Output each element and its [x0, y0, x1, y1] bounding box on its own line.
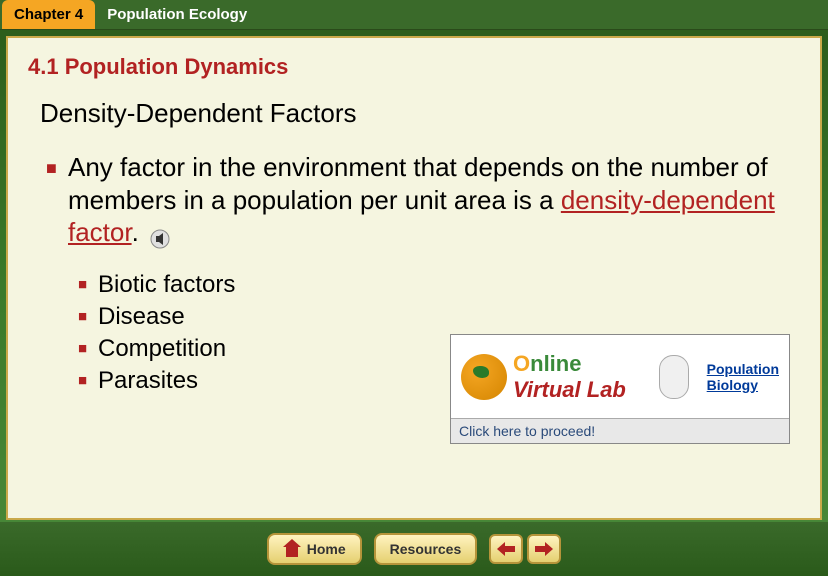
prev-arrow-button[interactable] — [489, 534, 523, 564]
virtual-lab-footer[interactable]: Click here to proceed! — [451, 418, 789, 443]
chapter-tab: Chapter 4 — [2, 0, 95, 29]
virtual-lab-box[interactable]: Online Virtual Lab Population Biology Cl… — [450, 334, 790, 444]
list-item-label: Parasites — [98, 367, 198, 394]
body-suffix: . — [132, 217, 139, 247]
resources-button[interactable]: Resources — [374, 533, 478, 565]
virtual-lab-label: Virtual Lab — [513, 377, 659, 403]
list-item-label: Disease — [98, 303, 185, 330]
bullet-icon: ■ — [78, 372, 87, 389]
section-subhead: Density-Dependent Factors — [40, 98, 800, 129]
home-icon — [283, 541, 301, 557]
list-item-label: Biotic factors — [98, 271, 235, 298]
online-rest: nline — [530, 351, 581, 376]
resources-label: Resources — [390, 541, 462, 557]
section-number: 4.1 Population Dynamics — [28, 54, 800, 80]
virtual-lab-link[interactable]: Population Biology — [707, 361, 779, 393]
bullet-icon: ■ — [46, 157, 57, 180]
list-item: ■Disease — [98, 303, 800, 331]
list-item: ■Biotic factors — [98, 271, 800, 299]
bullet-icon: ■ — [78, 340, 87, 357]
bullet-icon: ■ — [78, 276, 87, 293]
bottom-nav: Home Resources — [0, 522, 828, 576]
header-bar: Chapter 4 Population Ecology — [0, 0, 828, 30]
online-o: O — [513, 351, 530, 376]
audio-icon[interactable] — [150, 224, 170, 244]
next-arrow-button[interactable] — [527, 534, 561, 564]
chapter-title: Population Ecology — [107, 6, 247, 23]
virtual-lab-title: Online Virtual Lab — [513, 351, 659, 403]
home-label: Home — [307, 541, 346, 557]
globe-icon — [461, 354, 507, 400]
list-item-label: Competition — [98, 335, 226, 362]
home-button[interactable]: Home — [267, 533, 362, 565]
vlab-link-line2: Biology — [707, 377, 779, 393]
arrow-group — [489, 534, 561, 564]
virtual-lab-header: Online Virtual Lab Population Biology — [451, 335, 789, 418]
content-panel: 4.1 Population Dynamics Density-Dependen… — [6, 36, 822, 520]
mouse-icon — [659, 355, 689, 399]
main-text: ■ Any factor in the environment that dep… — [68, 151, 780, 249]
bullet-icon: ■ — [78, 308, 87, 325]
vlab-link-line1: Population — [707, 361, 779, 377]
